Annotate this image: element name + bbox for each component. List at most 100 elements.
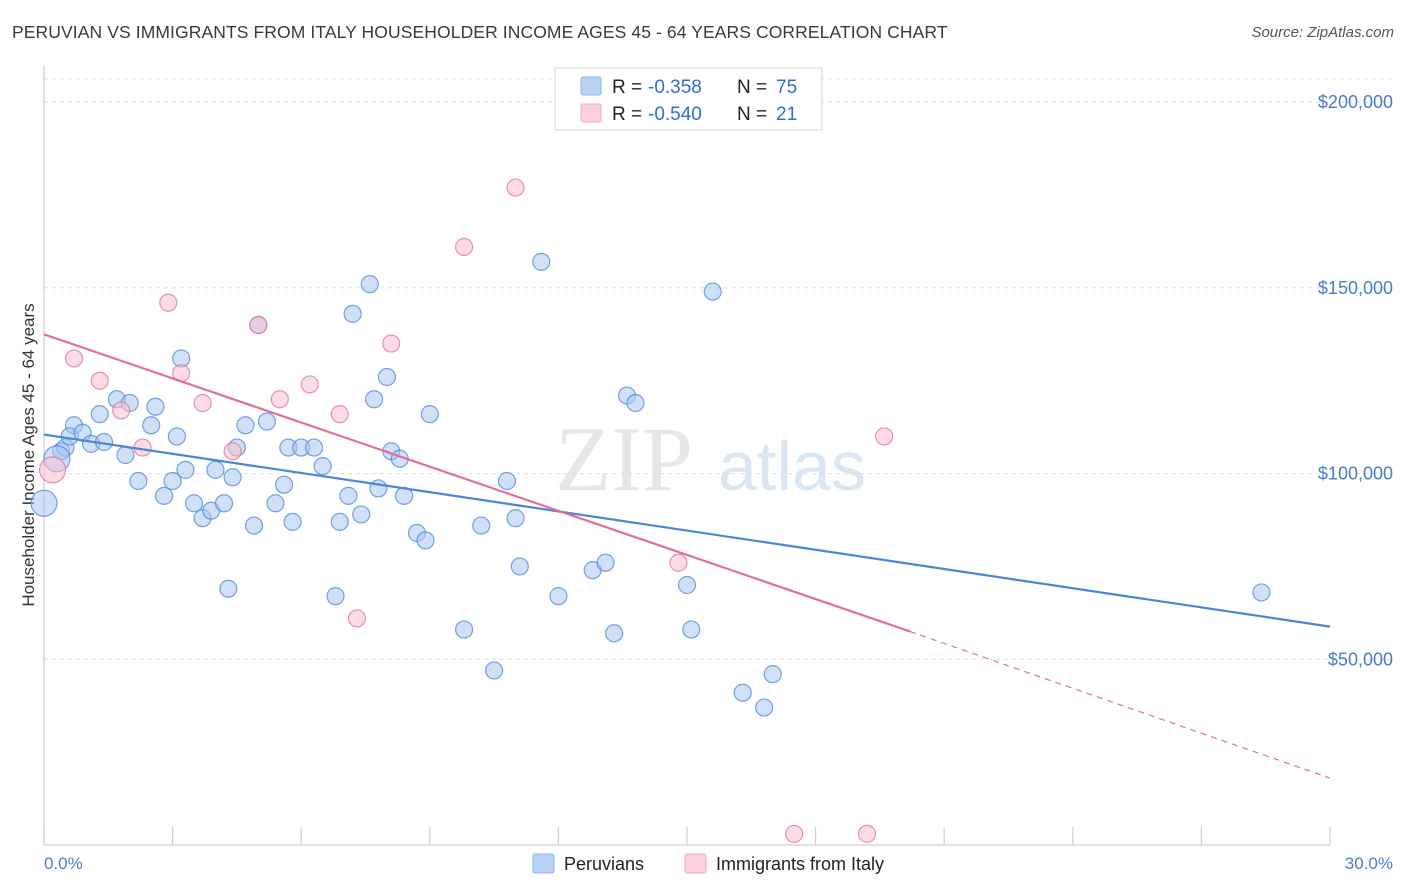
x-tick-label-max: 30.0% [1345,854,1393,873]
peruvians-point-55 [472,516,491,535]
peruvians-point-56 [485,661,504,680]
x-tick-label-min: 0.0% [44,854,83,873]
stats-r-label-italy: R = [612,104,642,125]
peruvians-point-46 [377,367,397,387]
peruvians-point-15 [154,486,174,505]
peruvians-point-71 [755,698,774,717]
watermark-atlas: atlas [718,427,866,505]
stats-r-value-peruvians: -0.358 [648,77,702,98]
italy-point-11 [300,375,319,394]
stats-n-label-peruvians: N = [737,77,767,98]
peruvians-point-22 [206,460,225,479]
peruvians-point-58 [506,509,525,528]
peruvians-point-69 [703,282,722,301]
y-tick-label-2: $150,000 [1318,278,1393,298]
peruvians-point-43 [360,275,379,294]
italy-point-5 [159,293,178,312]
italy-point-19 [857,824,877,843]
italy-point-7 [193,393,212,413]
legend-swatch-italy [684,853,707,874]
y-tick-label-1: $100,000 [1318,464,1393,484]
peruvians-point-36 [304,438,324,457]
peruvians-point-54 [454,620,474,639]
italy-trend-line [43,333,911,633]
peruvians-point-34 [283,512,302,531]
peruvians-point-0 [30,489,58,517]
source-credit: Source: ZipAtlas.com [1251,24,1394,41]
peruvians-point-24 [223,468,242,487]
stats-swatch-italy [580,103,602,123]
peruvians-point-60 [532,252,551,271]
peruvians-point-37 [313,457,332,476]
peruvians-point-19 [184,494,204,513]
italy-point-16 [506,178,525,197]
peruvians-point-57 [497,471,517,491]
y-tick-label-0: $50,000 [1328,649,1393,669]
stats-box: R = -0.358 N = 75 R = -0.540 N = 21 [554,67,823,131]
italy-point-18 [785,824,804,843]
peruvians-point-26 [236,416,255,435]
italy-point-20 [875,427,894,446]
stats-n-label-italy: N = [737,104,767,125]
peruvians-point-64 [605,624,624,643]
peruvians-point-59 [510,557,529,576]
italy-point-13 [347,609,367,628]
peruvians-point-40 [339,486,358,505]
peruvians-point-61 [549,587,568,606]
y-tick-label-3: $200,000 [1318,92,1393,112]
italy-point-9 [249,315,268,335]
italy-point-2 [90,371,109,390]
peruvians-point-39 [330,512,349,531]
peruvians-point-72 [763,665,782,684]
legend-swatch-peruvians [532,853,555,874]
chart-title: PERUVIAN VS IMMIGRANTS FROM ITALY HOUSEH… [12,22,948,42]
italy-point-12 [330,405,349,424]
peruvians-point-27 [244,516,264,535]
peruvians-point-17 [167,427,186,446]
italy-point-3 [112,401,131,420]
peruvians-point-63 [596,553,615,572]
legend-label-peruvians: Peruvians [564,854,644,874]
peruvians-point-68 [682,620,701,639]
peruvians-point-18 [176,460,195,479]
legend-label-italy: Immigrants from Italy [716,854,884,874]
watermark-zip: ZIP [555,408,693,510]
axes [43,65,1331,846]
y-tick-labels: $50,000 $100,000 $150,000 $200,000 [1318,92,1393,669]
y-axis-label: Householder Income Ages 45 - 64 years [19,303,38,606]
italy-point-17 [669,553,688,572]
peruvians-point-45 [369,479,388,498]
peruvians-point-38 [326,587,345,606]
peruvians-point-12 [142,416,161,435]
peruvians-point-13 [129,471,148,491]
italy-trend-extension [909,630,1331,779]
italy-point-1 [64,349,84,368]
peruvians-point-23 [214,494,234,513]
peruvians-point-16 [163,471,182,491]
peruvians-point-66 [626,393,645,413]
stats-n-value-peruvians: 75 [776,77,797,98]
peruvians-point-8 [90,405,109,424]
peruvians-point-28 [219,579,238,598]
grid-lines [44,78,1395,660]
peruvians-point-41 [343,304,362,323]
x-tick-labels: 0.0% 30.0% [44,854,1393,873]
trend-lines [43,333,1331,779]
peruvians-point-14 [146,397,165,416]
peruvians-point-44 [364,390,384,409]
italy-point-10 [270,390,289,409]
legend: Peruvians Immigrants from Italy [532,853,884,874]
stats-n-value-italy: 21 [776,104,797,125]
stats-swatch-peruvians [580,76,602,96]
peruvians-point-67 [677,575,697,595]
peruvians-point-51 [416,531,435,550]
peruvians-point-30 [257,412,277,431]
peruvians-trend-line [43,433,1331,628]
italy-point-14 [382,334,401,353]
peruvians-point-52 [420,405,439,424]
peruvians-point-32 [274,475,294,494]
stats-r-label-peruvians: R = [612,77,642,98]
stats-r-value-italy: -0.540 [648,104,702,125]
italy-point-0 [38,456,67,484]
